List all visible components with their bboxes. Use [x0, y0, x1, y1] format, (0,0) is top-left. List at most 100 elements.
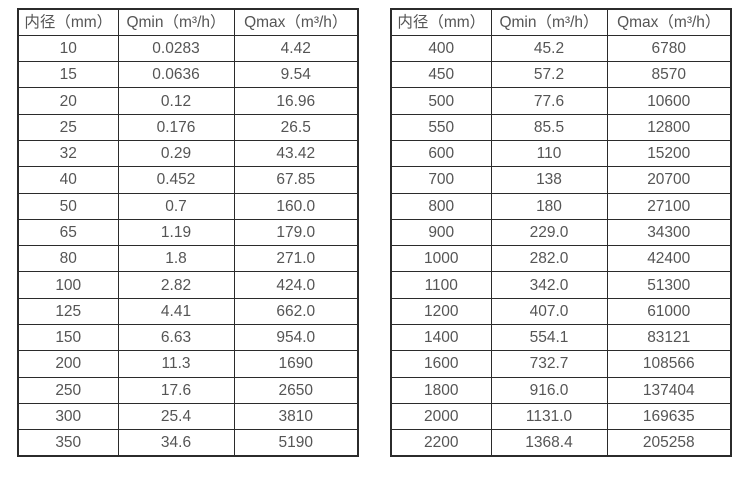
table-row: 450 57.2 8570 [390, 61, 732, 89]
table-cell: 205258 [606, 429, 732, 457]
table-cell: 83121 [606, 324, 732, 352]
table-cell: 16.96 [233, 87, 359, 115]
header-cell-diameter: 内径（mm） [17, 8, 119, 36]
table-cell: 0.29 [117, 139, 235, 168]
table-header: 内径（mm） Qmin（m³/h） Qmax（m³/h） [17, 8, 359, 36]
table-row: 1600 732.7 108566 [390, 350, 732, 378]
table-cell: 450 [390, 61, 492, 89]
table-cell: 732.7 [490, 350, 608, 378]
table-cell: 5190 [233, 429, 359, 457]
table-cell: 2000 [390, 402, 492, 431]
table-cell: 271.0 [233, 245, 359, 273]
table-row: 2000 1131.0 169635 [390, 402, 732, 431]
table-cell: 85.5 [490, 113, 608, 141]
table-row: 400 45.2 6780 [390, 34, 732, 63]
table-row: 20 0.12 16.96 [17, 87, 359, 115]
table-row: 300 25.4 3810 [17, 402, 359, 431]
table-cell: 1000 [390, 245, 492, 273]
table-cell: 67.85 [233, 166, 359, 194]
table-cell: 11.3 [117, 350, 235, 378]
table-cell: 662.0 [233, 297, 359, 326]
table-cell: 550 [390, 113, 492, 141]
table-cell: 25.4 [117, 402, 235, 431]
table-cell: 342.0 [490, 271, 608, 299]
table-cell: 10 [17, 34, 119, 63]
table-row: 550 85.5 12800 [390, 113, 732, 141]
table-row: 40 0.452 67.85 [17, 166, 359, 194]
table-cell: 137404 [606, 376, 732, 404]
table-cell: 0.7 [117, 192, 235, 220]
table-row: 1000 282.0 42400 [390, 245, 732, 273]
table-cell: 0.0636 [117, 61, 235, 89]
table-cell: 0.12 [117, 87, 235, 115]
table-cell: 6.63 [117, 324, 235, 352]
table-cell: 20700 [606, 166, 732, 194]
table-cell: 229.0 [490, 218, 608, 247]
table-row: 200 11.3 1690 [17, 350, 359, 378]
table-cell: 1131.0 [490, 402, 608, 431]
table-row: 125 4.41 662.0 [17, 297, 359, 326]
table-row: 700 138 20700 [390, 166, 732, 194]
table-cell: 34300 [606, 218, 732, 247]
table-row: 600 110 15200 [390, 139, 732, 168]
table-cell: 350 [17, 429, 119, 457]
table-body: 400 45.2 6780 450 57.2 8570 500 77.6 10600 550 85.… [390, 34, 732, 457]
table-cell: 27100 [606, 192, 732, 220]
table-row: 65 1.19 179.0 [17, 218, 359, 247]
table-cell: 8570 [606, 61, 732, 89]
table-cell: 424.0 [233, 271, 359, 299]
table-row: 1400 554.1 83121 [390, 324, 732, 352]
table-cell: 1.8 [117, 245, 235, 273]
table-cell: 32 [17, 139, 119, 168]
table-cell: 400 [390, 34, 492, 63]
table-cell: 25 [17, 113, 119, 141]
table-cell: 12800 [606, 113, 732, 141]
table-cell: 250 [17, 376, 119, 404]
header-cell-qmin: Qmin（m³/h） [490, 8, 608, 36]
table-body: 10 0.0283 4.42 15 0.0636 9.54 20 0.12 16.96 25 0.1… [17, 34, 359, 457]
header-row: 内径（mm） Qmin（m³/h） Qmax（m³/h） [17, 8, 359, 36]
table-cell: 4.41 [117, 297, 235, 326]
header-cell-qmax: Qmax（m³/h） [606, 8, 732, 36]
table-cell: 10600 [606, 87, 732, 115]
table-cell: 1.19 [117, 218, 235, 247]
table-cell: 65 [17, 218, 119, 247]
table-cell: 57.2 [490, 61, 608, 89]
table-cell: 1600 [390, 350, 492, 378]
table-row: 350 34.6 5190 [17, 429, 359, 457]
table-row: 100 2.82 424.0 [17, 271, 359, 299]
table-cell: 80 [17, 245, 119, 273]
table-cell: 0.0283 [117, 34, 235, 63]
table-cell: 900 [390, 218, 492, 247]
table-header: 内径（mm） Qmin（m³/h） Qmax（m³/h） [390, 8, 732, 36]
table-cell: 40 [17, 166, 119, 194]
table-cell: 1368.4 [490, 429, 608, 457]
table-cell: 3810 [233, 402, 359, 431]
table-cell: 43.42 [233, 139, 359, 168]
table-cell: 800 [390, 192, 492, 220]
table-cell: 110 [490, 139, 608, 168]
table-row: 2200 1368.4 205258 [390, 429, 732, 457]
table-cell: 15200 [606, 139, 732, 168]
table-cell: 407.0 [490, 297, 608, 326]
header-cell-qmax: Qmax（m³/h） [233, 8, 359, 36]
table-cell: 1400 [390, 324, 492, 352]
table-row: 80 1.8 271.0 [17, 245, 359, 273]
table-row: 50 0.7 160.0 [17, 192, 359, 220]
table-row: 250 17.6 2650 [17, 376, 359, 404]
header-cell-qmin: Qmin（m³/h） [117, 8, 235, 36]
table-cell: 26.5 [233, 113, 359, 141]
table-cell: 554.1 [490, 324, 608, 352]
table-row: 1800 916.0 137404 [390, 376, 732, 404]
table-cell: 0.176 [117, 113, 235, 141]
table-cell: 51300 [606, 271, 732, 299]
table-cell: 15 [17, 61, 119, 89]
table-row: 25 0.176 26.5 [17, 113, 359, 141]
table-row: 32 0.29 43.42 [17, 139, 359, 168]
table-cell: 138 [490, 166, 608, 194]
table-cell: 160.0 [233, 192, 359, 220]
header-cell-diameter: 内径（mm） [390, 8, 492, 36]
table-cell: 1200 [390, 297, 492, 326]
table-cell: 100 [17, 271, 119, 299]
